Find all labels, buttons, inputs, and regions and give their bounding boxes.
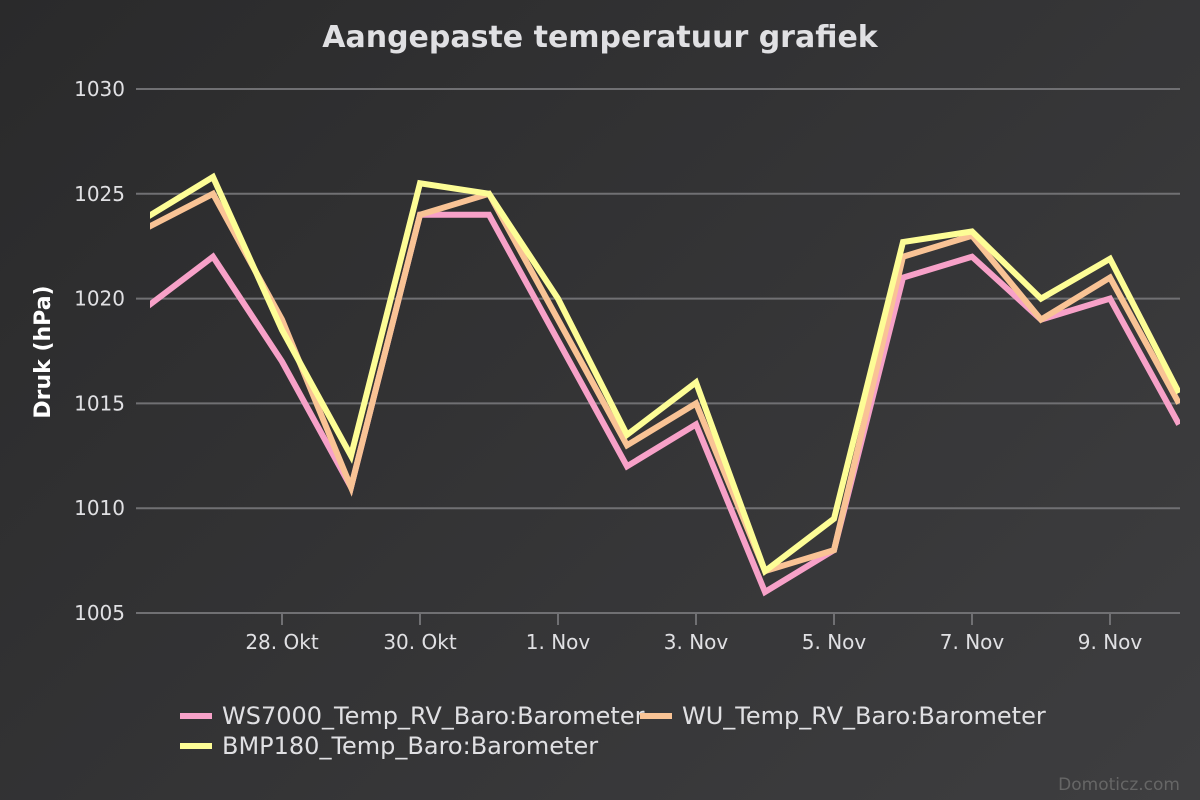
x-tick-label: 7. Nov — [940, 630, 1005, 654]
x-tick-label: 30. Okt — [383, 630, 456, 654]
y-tick-label: 1030 — [74, 77, 125, 101]
y-tick-label: 1025 — [74, 182, 125, 206]
x-tick-label: 9. Nov — [1078, 630, 1143, 654]
y-axis-label: Druk (hPa) — [31, 285, 56, 418]
x-axis-ticks: 28. Okt 30. Okt 1. Nov 3. Nov 5. Nov 7. Nov 9.… — [245, 613, 1142, 654]
x-tick-label: 3. Nov — [664, 630, 729, 654]
legend-label: WU_Temp_RV_Baro:Barometer — [682, 702, 1046, 730]
grid — [136, 88, 1180, 614]
legend-item[interactable]: BMP180_Temp_Baro:Barometer — [180, 732, 598, 760]
y-tick-label: 1010 — [74, 496, 125, 520]
y-tick-label: 1015 — [74, 391, 125, 415]
legend-label: WS7000_Temp_RV_Baro:Barometer — [222, 702, 645, 730]
y-axis-ticks: 1005 1010 1015 1020 1025 1030 — [74, 77, 125, 625]
series-line-3[interactable] — [144, 172, 1180, 576]
x-tick-label: 28. Okt — [245, 630, 318, 654]
series-line-2[interactable] — [144, 189, 1180, 575]
series-line-1[interactable] — [144, 211, 1180, 597]
legend: WS7000_Temp_RV_Baro:Barometer WU_Temp_RV_… — [180, 702, 1046, 760]
series-lines — [144, 172, 1180, 597]
x-tick-label: 5. Nov — [802, 630, 867, 654]
legend-item[interactable]: WS7000_Temp_RV_Baro:Barometer — [180, 702, 645, 730]
x-tick-label: 1. Nov — [526, 630, 591, 654]
legend-label: BMP180_Temp_Baro:Barometer — [222, 732, 598, 760]
y-tick-label: 1005 — [74, 601, 125, 625]
credit-text[interactable]: Domoticz.com — [1058, 775, 1180, 795]
legend-item[interactable]: WU_Temp_RV_Baro:Barometer — [640, 702, 1046, 730]
chart-title: Aangepaste temperatuur grafiek — [322, 20, 879, 55]
y-tick-label: 1020 — [74, 287, 125, 311]
